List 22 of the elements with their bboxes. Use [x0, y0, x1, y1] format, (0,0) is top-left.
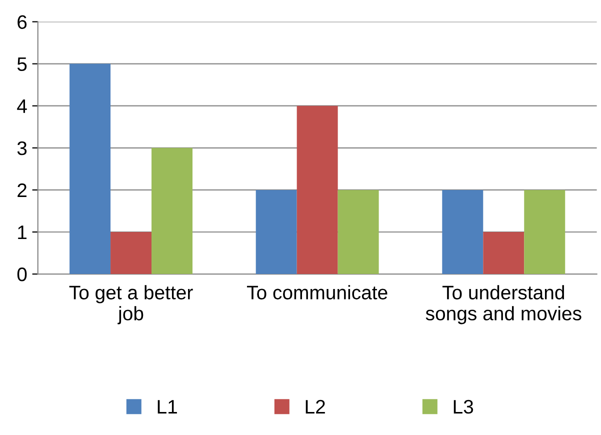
y-tick-label: 6	[18, 15, 27, 29]
bar	[296, 106, 338, 274]
bar	[256, 190, 297, 274]
y-tick-label: 2	[18, 183, 26, 197]
y-tick-label: 5	[17, 57, 27, 72]
bar	[524, 190, 566, 274]
bar	[70, 64, 111, 274]
y-tick-label: 3	[17, 141, 27, 156]
bar	[338, 190, 379, 274]
legend-label: L3	[454, 400, 474, 414]
bar	[483, 232, 524, 274]
x-tick-label: To communicate	[246, 285, 388, 300]
bar	[442, 190, 484, 274]
bar	[110, 232, 152, 274]
legend-label: L1	[158, 400, 177, 414]
y-tick-label: 4	[17, 100, 27, 113]
legend-label: L2	[306, 400, 325, 414]
y-tick-label: 1	[18, 226, 26, 240]
x-tick-label: To get a better job	[69, 285, 193, 324]
y-tick-label: 0	[17, 268, 27, 282]
x-tick-label: To understand songs and movies	[426, 285, 582, 324]
bar	[152, 148, 192, 274]
